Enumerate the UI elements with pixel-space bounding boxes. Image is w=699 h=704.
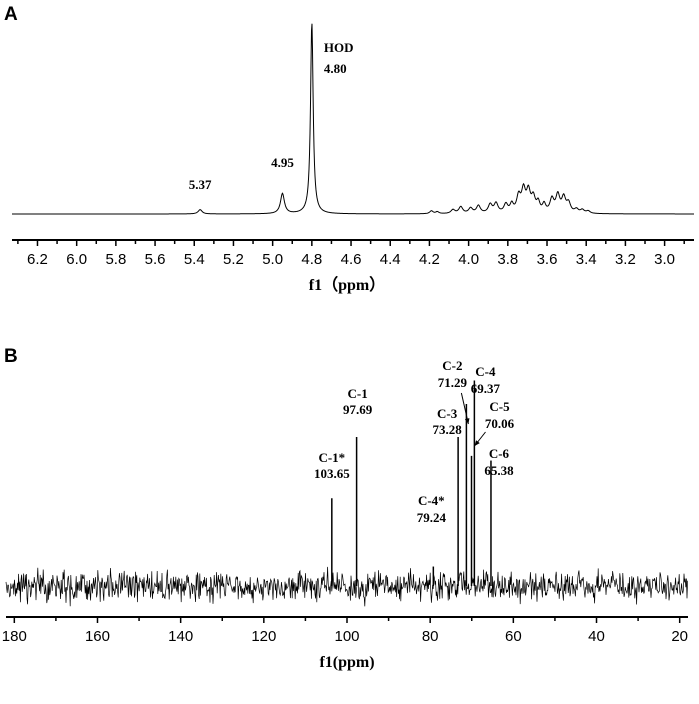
- peak-ppm-b: 97.69: [343, 402, 373, 417]
- peak-label-a: HOD: [324, 40, 354, 55]
- peak-annotations-b: C-1*103.65 C-197.69 C-4* 79.24 C-373.28 C-2 71…: [314, 358, 515, 525]
- peak-name-b: C-2: [442, 358, 462, 373]
- x-tick-label-b: 160: [85, 628, 110, 645]
- peak-annotations-a: 5.37 4.95 HOD 4.80: [189, 40, 354, 192]
- x-axis-title-a: f1（ppm）: [309, 276, 385, 294]
- x-axis-title-b: f1(ppm): [319, 654, 374, 671]
- panel-b-letter: B: [4, 346, 18, 367]
- x-tick-label-b: 40: [588, 628, 605, 645]
- x-tick-label-a: 4.8: [301, 251, 322, 268]
- x-tick-label-b: 120: [251, 628, 276, 645]
- arrow-head-b: [464, 418, 470, 424]
- x-tick-label-b: 180: [2, 628, 27, 645]
- peak-ppm-b: 71.29: [438, 375, 468, 390]
- peak-ppm-b: 65.38: [484, 463, 514, 478]
- panel-b-13c-nmr: B C-1*103.65 C-197.69 C-4* 79.24 C-373.28 C-2…: [2, 346, 688, 671]
- noise-baseline-b: [5, 566, 688, 607]
- x-tick-label-a: 5.6: [145, 251, 166, 268]
- x-tick-label-a: 4.0: [458, 251, 479, 268]
- x-tick-label-a: 4.2: [419, 251, 440, 268]
- x-tick-label-a: 6.0: [66, 251, 87, 268]
- panel-a-letter: A: [4, 4, 18, 25]
- x-tick-label-a: 5.8: [105, 251, 126, 268]
- peak-ppm-b: 79.24: [417, 510, 447, 525]
- x-tick-label-a: 5.0: [262, 251, 283, 268]
- peak-name-b: C-4: [475, 364, 496, 379]
- peak-name-b: C-5: [489, 399, 510, 414]
- peak-name-b: C-3: [437, 406, 458, 421]
- x-tick-label-b: 80: [422, 628, 439, 645]
- peak-ppm-b: 73.28: [432, 422, 462, 437]
- x-tick-label-a: 4.4: [380, 251, 401, 268]
- peak-label-a: 5.37: [189, 177, 212, 192]
- spectrum-trace-a: [12, 23, 694, 215]
- x-tick-label-a: 3.0: [654, 251, 675, 268]
- peak-lines-b: [331, 380, 492, 586]
- x-axis-ticks-a: 6.2 6.0 5.8 5.6 5.4 5.2 5.0 4.8 4.6 4.4 4.2 4.0 3.8 3…: [17, 240, 685, 268]
- x-tick-label-b: 100: [334, 628, 359, 645]
- x-tick-label-a: 5.2: [223, 251, 244, 268]
- peak-name-b: C-6: [489, 446, 510, 461]
- x-tick-label-a: 3.4: [576, 251, 597, 268]
- x-tick-label-b: 20: [671, 628, 688, 645]
- peak-name-b: C-4*: [418, 493, 445, 508]
- arrow-head-b: [474, 440, 480, 446]
- peak-ppm-b: 69.37: [471, 381, 501, 396]
- x-tick-label-b: 140: [168, 628, 193, 645]
- peak-name-b: C-1*: [318, 450, 345, 465]
- x-axis-ticks-b: 180 160 140 120 100 80 60 40 20: [2, 617, 688, 645]
- x-tick-label-a: 3.2: [615, 251, 636, 268]
- panel-a-1h-nmr: A 5.37 4.95 HOD 4.80 6.2 6.0 5.8 5.6 5.4 5.2 5.0 4…: [4, 4, 694, 294]
- peak-name-b: C-1: [347, 386, 367, 401]
- peak-label-a: 4.95: [271, 155, 294, 170]
- x-tick-label-b: 60: [505, 628, 522, 645]
- x-tick-label-a: 3.8: [497, 251, 518, 268]
- x-tick-label-a: 6.2: [27, 251, 48, 268]
- peak-ppm-b: 103.65: [314, 466, 350, 481]
- x-tick-label-a: 5.4: [184, 251, 205, 268]
- x-tick-label-a: 3.6: [537, 251, 558, 268]
- x-tick-label-a: 4.6: [341, 251, 362, 268]
- peak-label-a: 4.80: [324, 61, 347, 76]
- peak-ppm-b: 70.06: [485, 416, 515, 431]
